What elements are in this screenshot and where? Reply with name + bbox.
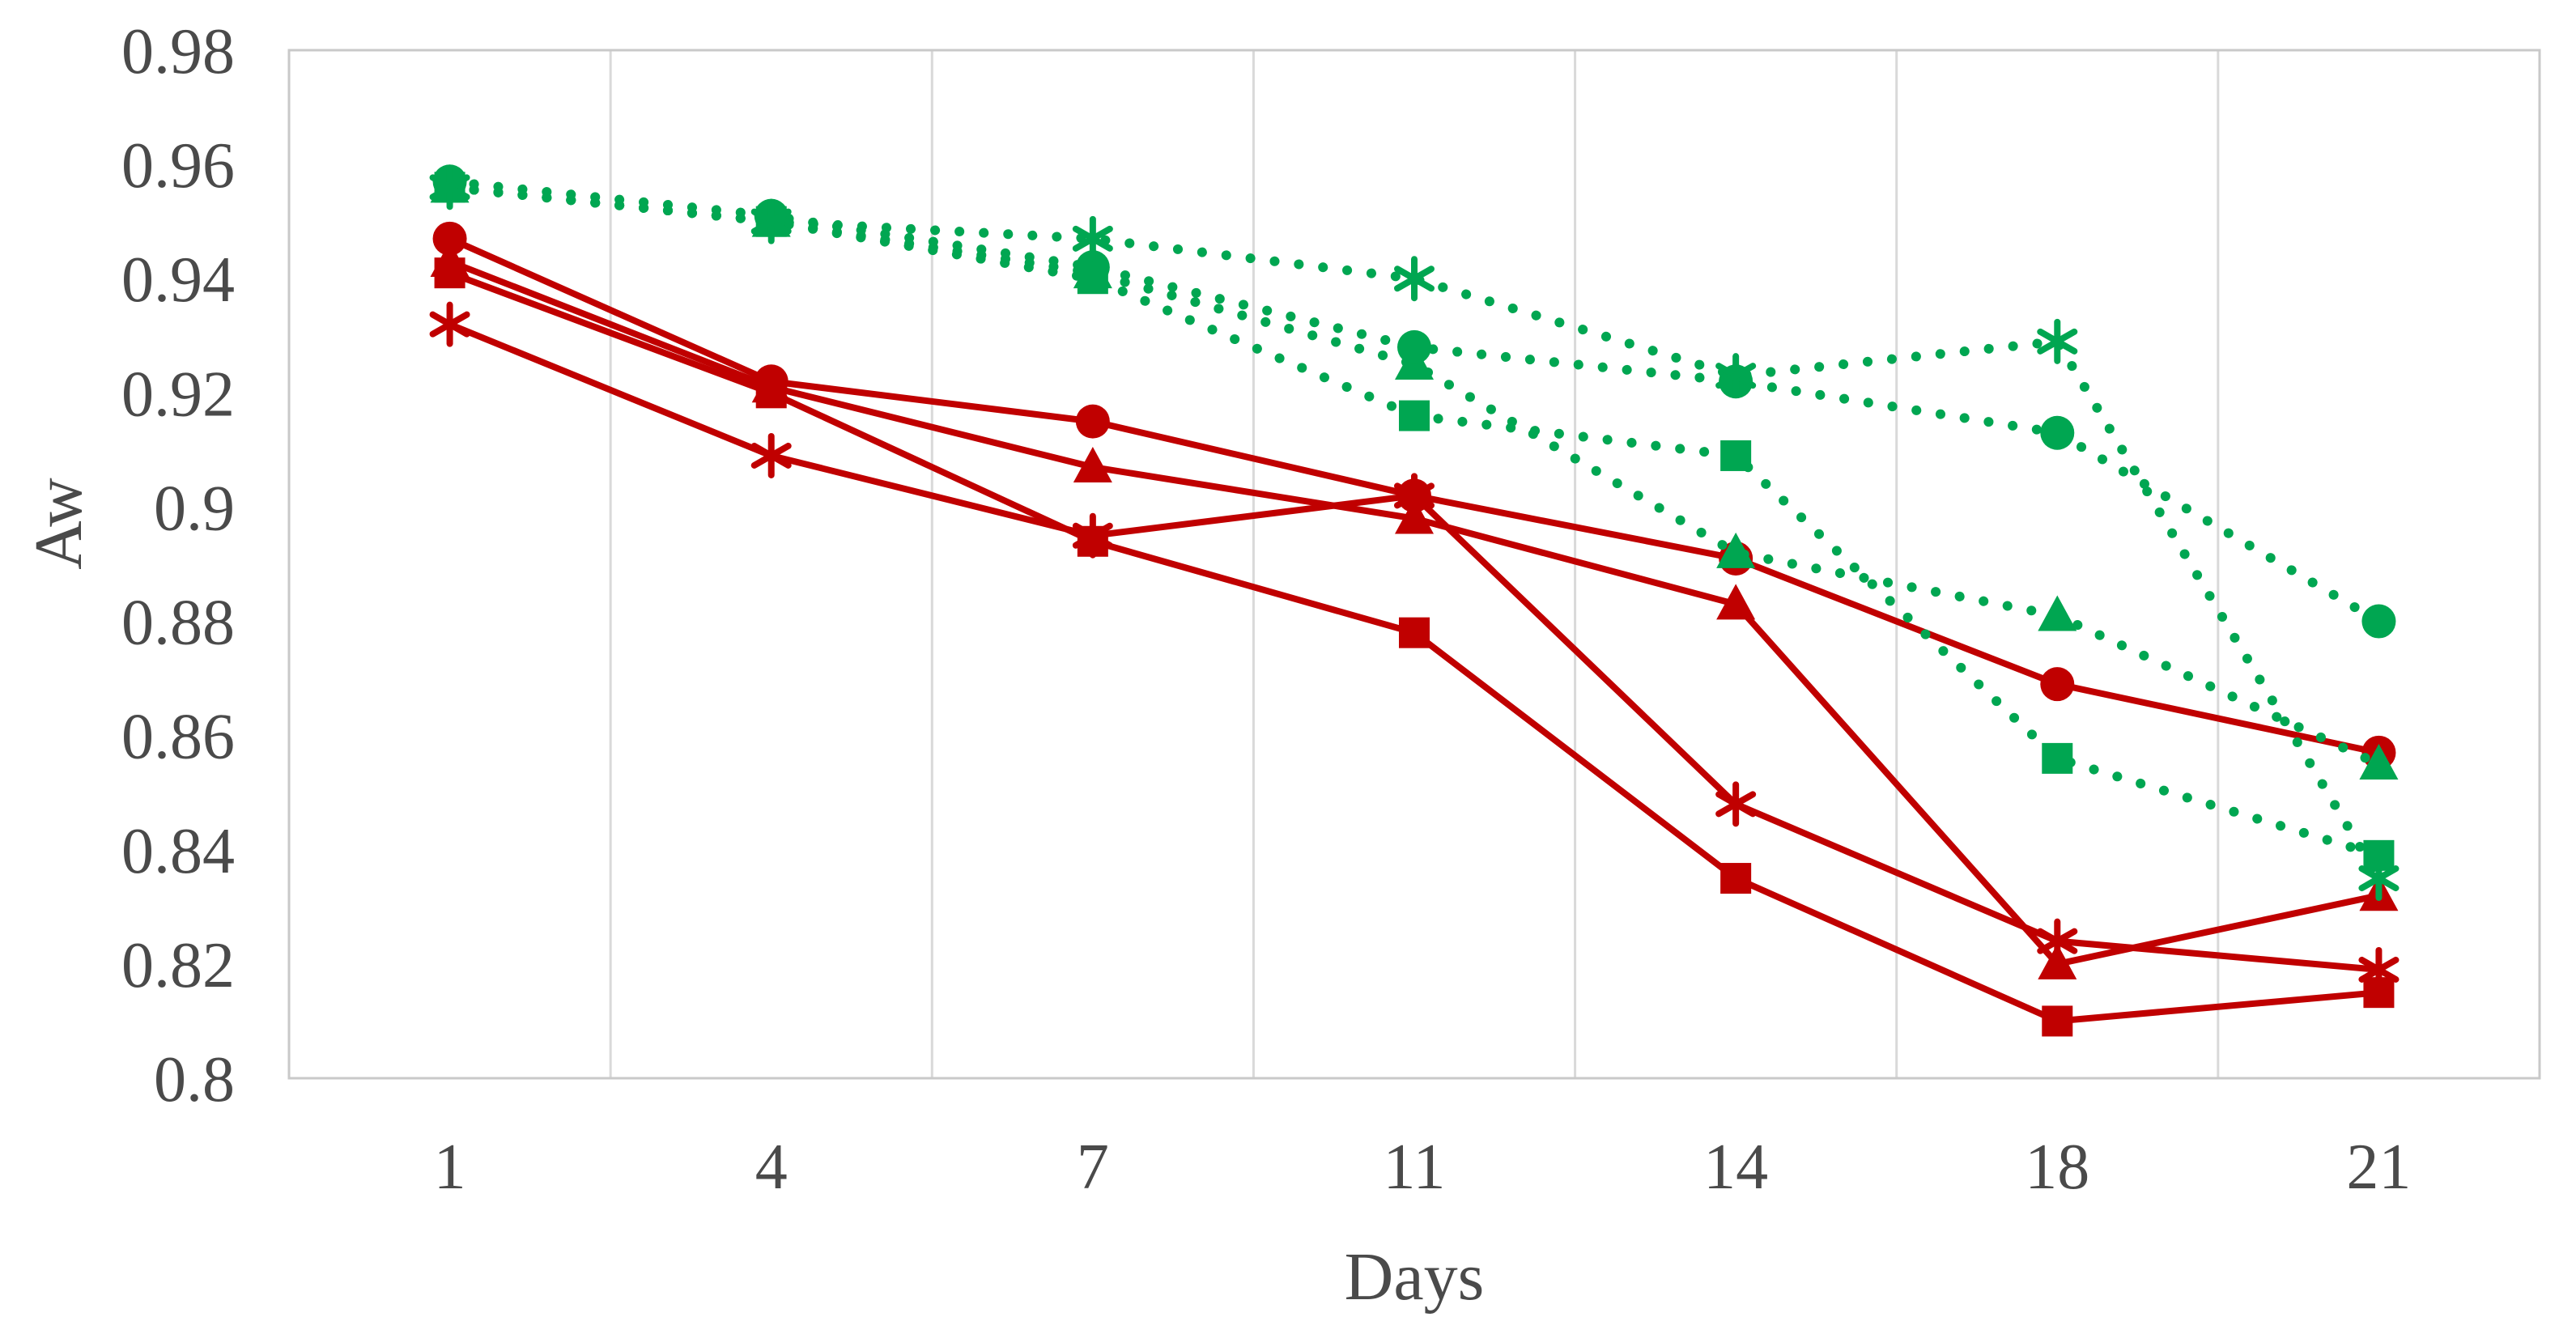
square-marker-icon [1077,263,1108,295]
x-tick-label: 14 [1703,1132,1768,1203]
asterisk-marker-icon [1394,473,1435,519]
x-tick-label: 4 [755,1132,788,1203]
y-tick-label: 0.84 [121,816,235,887]
asterisk-marker-icon [429,301,470,347]
y-tick-label: 0.96 [121,130,235,202]
asterisk-marker-icon [2037,318,2078,364]
square-marker-icon [1720,863,1752,894]
square-marker-icon [1720,440,1752,471]
asterisk-marker-icon [750,432,792,478]
x-axis-tick-labels: 1 4 7 11 14 18 21 [434,1132,2412,1203]
y-tick-label: 0.92 [121,359,235,430]
y-tick-label: 0.8 [154,1044,235,1115]
circle-marker-icon [2361,604,2396,639]
series-green-asterisk [429,164,2400,902]
square-marker-icon [2042,1005,2073,1037]
y-tick-label: 0.82 [121,930,235,1001]
circle-marker-icon [1075,404,1110,439]
asterisk-marker-icon [429,164,470,210]
circle-marker-icon [432,221,467,256]
square-marker-icon [2042,742,2073,774]
x-tick-label: 21 [2346,1132,2411,1203]
x-tick-label: 18 [2025,1132,2089,1203]
y-tick-label: 0.9 [154,473,235,544]
triangle-marker-icon [1073,447,1112,483]
x-axis-title: Days [1345,1239,1485,1315]
triangle-marker-icon [1716,532,1756,568]
x-tick-label: 7 [1077,1132,1109,1203]
triangle-marker-icon [1716,584,1756,620]
asterisk-marker-icon [1715,781,1757,827]
asterisk-marker-icon [1715,353,1757,399]
asterisk-marker-icon [2358,856,2400,902]
asterisk-marker-icon [1072,215,1113,261]
triangle-marker-icon [2359,743,2399,780]
y-tick-label: 0.94 [121,244,235,316]
x-tick-label: 11 [1383,1132,1445,1203]
y-axis-title: Aw [21,478,96,570]
triangle-marker-icon [2038,595,2077,631]
plot-border [287,49,2541,1080]
asterisk-marker-icon [2358,946,2400,992]
y-tick-label: 0.86 [121,702,235,773]
x-tick-label: 1 [434,1132,466,1203]
asterisk-marker-icon [750,198,792,244]
square-marker-icon [434,257,465,289]
gridlines [609,50,2220,1078]
series-red-asterisk [429,301,2400,992]
square-marker-icon [1399,400,1430,431]
asterisk-marker-icon [1072,512,1113,559]
y-tick-label: 0.98 [121,16,235,87]
asterisk-marker-icon [1394,256,1435,302]
y-axis-tick-labels: 0.98 0.96 0.94 0.92 0.9 0.88 0.86 0.84 0.82 0.8 [121,16,235,1115]
circle-marker-icon [2040,667,2075,702]
asterisk-marker-icon [2037,918,2078,964]
circle-marker-icon [2040,415,2075,450]
circle-marker-icon [1397,329,1431,364]
y-tick-label: 0.88 [121,588,235,659]
circle-marker-icon [754,364,789,399]
square-marker-icon [1399,617,1430,648]
